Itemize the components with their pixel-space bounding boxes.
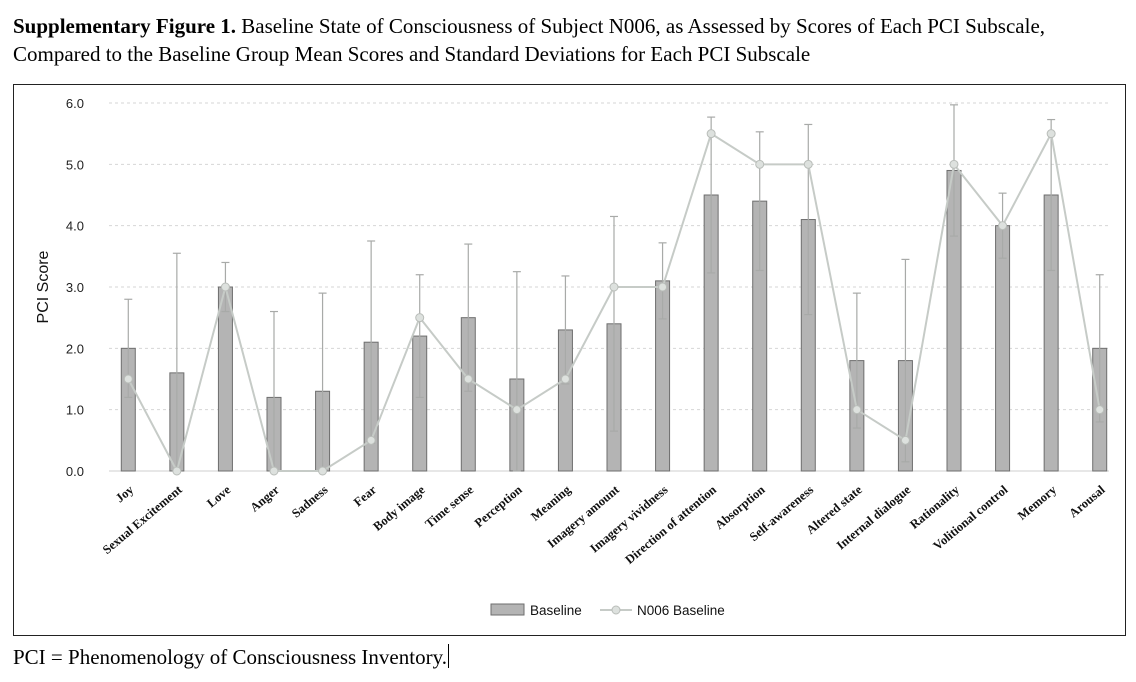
x-tick-label: Direction of attention — [622, 483, 719, 567]
y-tick-label: 4.0 — [66, 219, 84, 234]
n006-point — [463, 374, 473, 384]
n006-point — [318, 466, 328, 476]
y-tick-label: 2.0 — [66, 341, 84, 356]
n006-point — [560, 374, 570, 384]
caption-text: Baseline State of Consciousness of Subje… — [13, 14, 1046, 66]
n006-point — [852, 405, 862, 415]
y-tick-label: 0.0 — [66, 464, 84, 479]
n006-point — [900, 435, 910, 445]
x-tick-label: Sadness — [289, 482, 331, 520]
n006-point — [220, 282, 230, 292]
legend-swatch-baseline — [490, 603, 525, 616]
bar-love — [217, 286, 233, 472]
bar-volitional-control — [995, 225, 1011, 472]
n006-point — [658, 282, 668, 292]
n006-point — [755, 159, 765, 169]
x-tick-label: Joy — [113, 482, 137, 505]
n006-point — [949, 159, 959, 169]
n006-point — [172, 466, 182, 476]
x-tick-label: Time sense — [422, 482, 476, 531]
n006-point — [998, 221, 1008, 231]
x-tick-label: Fear — [351, 482, 379, 509]
footnote-text: PCI = Phenomenology of Consciousness Inv… — [13, 645, 447, 669]
y-tick-label: 1.0 — [66, 403, 84, 418]
x-tick-label: Arousal — [1066, 482, 1108, 520]
chart: 0.0 1.0 2.0 3.0 4.0 5.0 6.0 PCI Score JoySexual … — [35, 96, 1109, 618]
n006-point — [415, 313, 425, 323]
n006-point — [706, 129, 716, 139]
n006-point — [1095, 405, 1105, 415]
x-tick-label: Body image — [370, 482, 427, 533]
x-tick-label: Anger — [247, 482, 282, 514]
legend-swatch-n006-marker — [611, 605, 621, 615]
text-cursor — [447, 644, 449, 668]
x-tick-label: Meaning — [528, 482, 574, 524]
legend-label-baseline: Baseline — [530, 603, 582, 618]
y-tick-label: 5.0 — [66, 157, 84, 172]
chart-frame: 0.0 1.0 2.0 3.0 4.0 5.0 6.0 PCI Score Joy Sexual … — [13, 84, 1126, 636]
x-tick-label: Memory — [1015, 482, 1060, 523]
n006-point — [1046, 129, 1056, 139]
x-tick-label: Perception — [472, 483, 525, 531]
n006-point — [269, 466, 279, 476]
n006-point — [512, 405, 522, 415]
n006-point — [366, 435, 376, 445]
legend-label-n006: N006 Baseline — [637, 603, 725, 618]
n006-point — [803, 159, 813, 169]
figure-caption: Supplementary Figure 1. Baseline State o… — [13, 12, 1128, 68]
caption-label: Supplementary Figure 1. — [13, 14, 237, 38]
n006-point — [609, 282, 619, 292]
y-axis-label: PCI Score — [35, 250, 52, 323]
footnote: PCI = Phenomenology of Consciousness Inv… — [13, 644, 449, 670]
x-tick-label: Love — [204, 482, 234, 510]
x-tick-label: Sexual Excitement — [100, 482, 185, 557]
y-tick-label: 6.0 — [66, 96, 84, 111]
y-tick-label: 3.0 — [66, 280, 84, 295]
n006-point — [123, 374, 133, 384]
